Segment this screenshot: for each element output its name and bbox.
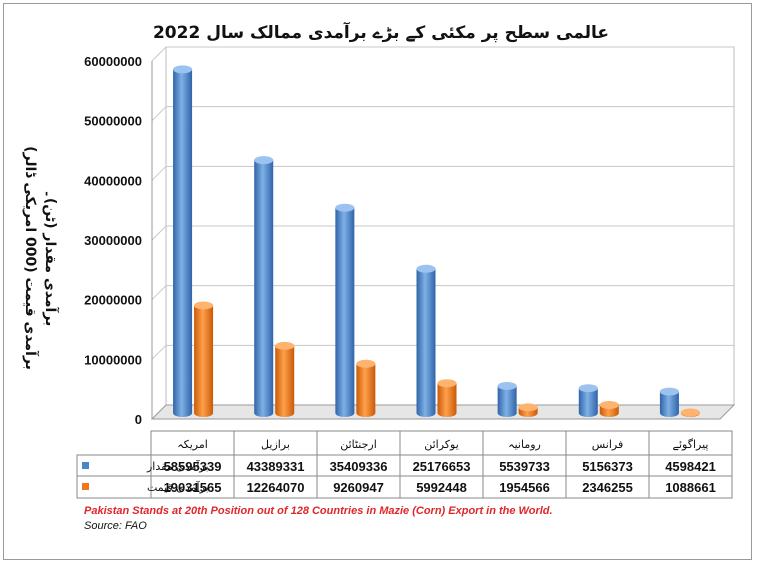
data-label: 9260947: [333, 480, 384, 495]
category-label: پیراگوئے: [673, 438, 709, 451]
bar: [578, 384, 598, 417]
bar: [680, 408, 700, 417]
bar-body: [437, 383, 457, 417]
chart-frame: عالمی سطح پر مکئی کے بڑے برآمدی ممالک سا…: [3, 3, 752, 560]
y-axis-label-line1: برآمدی مقدار (ٹن)۔: [42, 190, 60, 327]
bar-top: [416, 264, 436, 273]
bar-body: [497, 385, 517, 417]
gridline: [151, 165, 734, 181]
data-label: 25176653: [413, 459, 471, 474]
bar-top: [437, 379, 457, 388]
bar-body: [416, 268, 436, 417]
category-label: رومانیہ: [508, 438, 541, 451]
category-label: برازیل: [261, 438, 290, 451]
legend-label: برآمدی قیمت: [147, 480, 209, 494]
bar-top: [497, 381, 517, 390]
bar-top: [254, 156, 274, 165]
data-label: 12264070: [247, 480, 305, 495]
category-label: فرانس: [592, 438, 623, 451]
bar-body: [356, 363, 376, 417]
bar-top: [356, 359, 376, 368]
y-tick-label: 10000000: [84, 352, 142, 367]
bar-top: [680, 408, 700, 417]
y-tick-label: 50000000: [84, 114, 142, 129]
bar-top: [194, 301, 214, 310]
y-tick-label: 0: [135, 412, 142, 427]
data-label: 5992448: [416, 480, 467, 495]
bar-top: [578, 384, 598, 393]
bar-top: [518, 403, 538, 412]
bar: [497, 381, 517, 417]
category-label: ارجنٹائن: [340, 438, 377, 451]
bar-top: [173, 65, 193, 74]
data-label: 35409336: [330, 459, 388, 474]
bar: [599, 401, 619, 417]
y-tick-label: 60000000: [84, 54, 142, 69]
bar: [173, 65, 193, 418]
gridline: [151, 46, 734, 62]
bar-body: [335, 207, 355, 417]
bar: [356, 359, 376, 417]
bar-body: [578, 388, 598, 417]
data-label: 1088661: [665, 480, 716, 495]
bar-top: [275, 341, 295, 350]
data-label: 5539733: [499, 459, 550, 474]
bar-body: [194, 305, 214, 417]
bar-body: [254, 160, 274, 417]
legend-key: [82, 462, 89, 469]
bar: [275, 341, 295, 417]
y-tick-label: 20000000: [84, 293, 142, 308]
data-label: 2346255: [582, 480, 633, 495]
data-label: 1954566: [499, 480, 550, 495]
y-tick-label: 30000000: [84, 233, 142, 248]
y-tick-label: 40000000: [84, 173, 142, 188]
plot-area: 0 10000000 20000000 30000000 40000000 5000000…: [84, 46, 736, 427]
data-label: 19031565: [164, 480, 222, 495]
chart-title: عالمی سطح پر مکئی کے بڑے برآمدی ممالک سا…: [153, 21, 609, 43]
gridline: [151, 344, 734, 360]
bar: [659, 387, 679, 417]
gridline: [151, 106, 734, 122]
data-label: 43389331: [247, 459, 305, 474]
gridline: [151, 285, 734, 301]
bar-top: [599, 401, 619, 410]
y-axis-label: برآمدی مقدار (ٹن)۔ برآمدی قیمت (000 امری…: [22, 146, 60, 370]
data-label: 58595339: [164, 459, 222, 474]
data-label: 4598421: [665, 459, 716, 474]
bar: [254, 156, 274, 417]
data-label: 5156373: [582, 459, 633, 474]
bar-top: [659, 387, 679, 396]
gridline: [151, 225, 734, 241]
legend-label: برآمدی مقدار: [146, 459, 209, 473]
bar-body: [173, 69, 193, 418]
bar: [437, 379, 457, 417]
y-axis-label-line2: برآمدی قیمت (000 امریکی ڈالر): [22, 146, 40, 370]
category-label: امریکہ: [177, 438, 208, 451]
legend-key: [82, 483, 89, 490]
bar-body: [275, 345, 295, 417]
source-note: Source: FAO: [84, 520, 147, 532]
data-table: امریکہ برازیل ارجنٹائن یوکرائن رومانیہ فرانس پ…: [76, 430, 733, 499]
bar: [194, 301, 214, 417]
bar-body: [659, 391, 679, 417]
bar: [335, 203, 355, 417]
chart-svg: عالمی سطح پر مکئی کے بڑے برآمدی ممالک سا…: [22, 21, 736, 499]
bar: [416, 264, 436, 417]
footnote: Pakistan Stands at 20th Position out of …: [84, 505, 553, 517]
bar: [518, 403, 538, 417]
bar-top: [335, 203, 355, 212]
category-label: یوکرائن: [424, 438, 459, 451]
